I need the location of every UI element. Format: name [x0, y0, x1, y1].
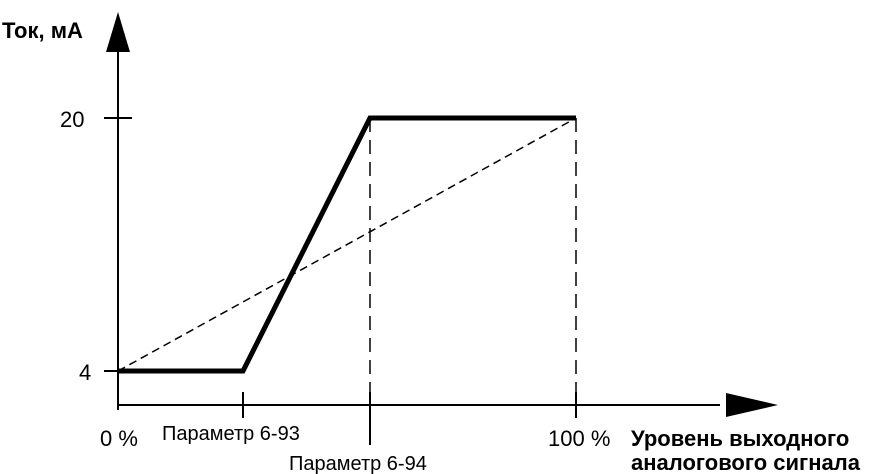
x-axis-label-line1: Уровень выходного — [631, 426, 849, 451]
y-tick-label-4: 4 — [79, 360, 91, 385]
x-tick-label-0: 0 % — [100, 426, 138, 451]
y-tick-label-20: 20 — [60, 107, 84, 132]
x-axis-label-line2: аналогового сигнала — [631, 450, 861, 474]
x-axis-arrowhead — [726, 393, 778, 417]
default-linear-line — [117, 117, 577, 372]
param-6-94-label: Параметр 6-94 — [289, 453, 427, 474]
param-6-93-label: Параметр 6-93 — [162, 423, 300, 445]
y-axis-arrowhead — [106, 12, 130, 52]
characteristic-line — [118, 115, 576, 374]
y-axis-label: Ток, мА — [2, 18, 83, 43]
x-tick-label-100: 100 % — [548, 426, 610, 451]
